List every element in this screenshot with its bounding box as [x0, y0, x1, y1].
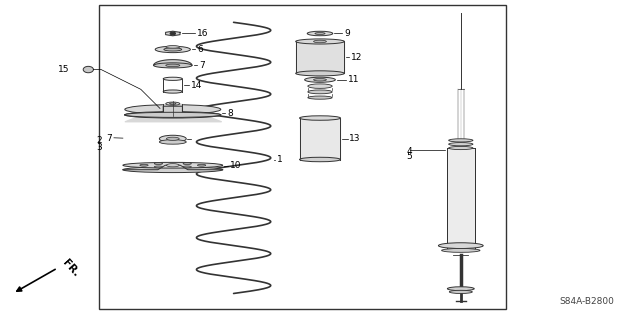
Polygon shape — [163, 104, 182, 112]
Text: 9: 9 — [344, 29, 350, 38]
Ellipse shape — [164, 48, 182, 51]
Ellipse shape — [447, 287, 474, 291]
Ellipse shape — [442, 249, 480, 252]
Text: 6: 6 — [197, 45, 203, 54]
Text: 7: 7 — [199, 61, 205, 70]
Ellipse shape — [159, 140, 186, 144]
Text: 16: 16 — [197, 29, 209, 38]
Text: 4: 4 — [406, 147, 412, 156]
Ellipse shape — [163, 77, 182, 80]
Text: 7: 7 — [106, 134, 112, 143]
Bar — [447, 148, 475, 249]
Ellipse shape — [154, 163, 163, 165]
Ellipse shape — [296, 71, 344, 76]
Text: 11: 11 — [348, 75, 359, 84]
Text: 10: 10 — [230, 161, 241, 170]
Ellipse shape — [170, 103, 176, 105]
Ellipse shape — [125, 105, 221, 114]
Polygon shape — [296, 41, 344, 73]
Text: 12: 12 — [351, 53, 362, 62]
Polygon shape — [300, 118, 340, 160]
Ellipse shape — [166, 164, 179, 167]
Ellipse shape — [166, 137, 179, 140]
Ellipse shape — [154, 166, 163, 168]
Ellipse shape — [123, 167, 223, 173]
Ellipse shape — [314, 78, 326, 81]
Text: FR.: FR. — [61, 257, 81, 278]
Text: 3: 3 — [97, 143, 102, 152]
Ellipse shape — [449, 139, 473, 142]
Ellipse shape — [305, 77, 335, 82]
Ellipse shape — [307, 31, 333, 36]
Ellipse shape — [125, 112, 221, 117]
Ellipse shape — [183, 166, 191, 168]
Ellipse shape — [314, 40, 326, 43]
Ellipse shape — [315, 33, 325, 34]
Ellipse shape — [166, 102, 180, 105]
Ellipse shape — [308, 90, 332, 94]
Text: 14: 14 — [191, 81, 202, 90]
Ellipse shape — [300, 116, 340, 120]
Ellipse shape — [300, 157, 340, 162]
Text: 15: 15 — [58, 65, 69, 74]
Ellipse shape — [449, 143, 473, 146]
Ellipse shape — [449, 146, 473, 150]
Text: 5: 5 — [406, 152, 412, 161]
Ellipse shape — [123, 162, 223, 168]
Polygon shape — [125, 106, 221, 115]
Text: 1: 1 — [277, 155, 283, 164]
Polygon shape — [123, 165, 223, 170]
Ellipse shape — [83, 66, 93, 73]
Ellipse shape — [166, 64, 180, 67]
Polygon shape — [166, 31, 180, 36]
Ellipse shape — [140, 164, 148, 166]
Text: 2: 2 — [97, 136, 102, 145]
Ellipse shape — [159, 135, 186, 142]
Ellipse shape — [296, 39, 344, 44]
Ellipse shape — [156, 46, 191, 53]
Text: 13: 13 — [349, 134, 361, 143]
Bar — [99, 5, 506, 309]
Circle shape — [170, 32, 175, 35]
Ellipse shape — [125, 112, 221, 118]
Ellipse shape — [163, 90, 182, 93]
Ellipse shape — [154, 63, 192, 68]
Text: 8: 8 — [227, 109, 233, 118]
Ellipse shape — [183, 163, 191, 165]
Ellipse shape — [308, 84, 332, 88]
Ellipse shape — [438, 243, 483, 249]
Ellipse shape — [197, 164, 206, 166]
Polygon shape — [154, 60, 192, 65]
Text: S84A-B2800: S84A-B2800 — [559, 297, 614, 306]
Ellipse shape — [449, 290, 472, 293]
Ellipse shape — [308, 96, 332, 99]
Ellipse shape — [166, 46, 180, 48]
